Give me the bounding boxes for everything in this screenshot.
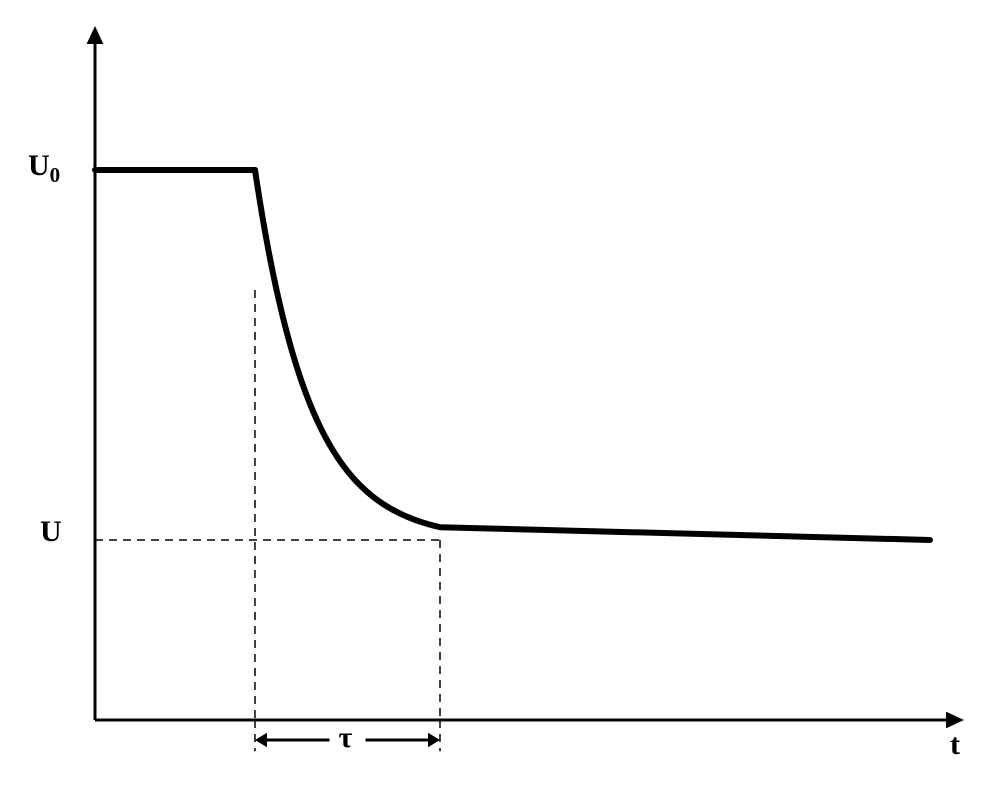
decay-chart: U0 U t τ [0, 0, 1000, 798]
label-u0: U0 [28, 149, 60, 188]
chart-svg [0, 0, 1000, 798]
label-u0-main: U [28, 149, 50, 182]
label-u: U [40, 515, 62, 549]
label-t: t [950, 728, 960, 762]
label-tau: τ [339, 721, 353, 755]
label-u0-sub: 0 [50, 163, 61, 187]
